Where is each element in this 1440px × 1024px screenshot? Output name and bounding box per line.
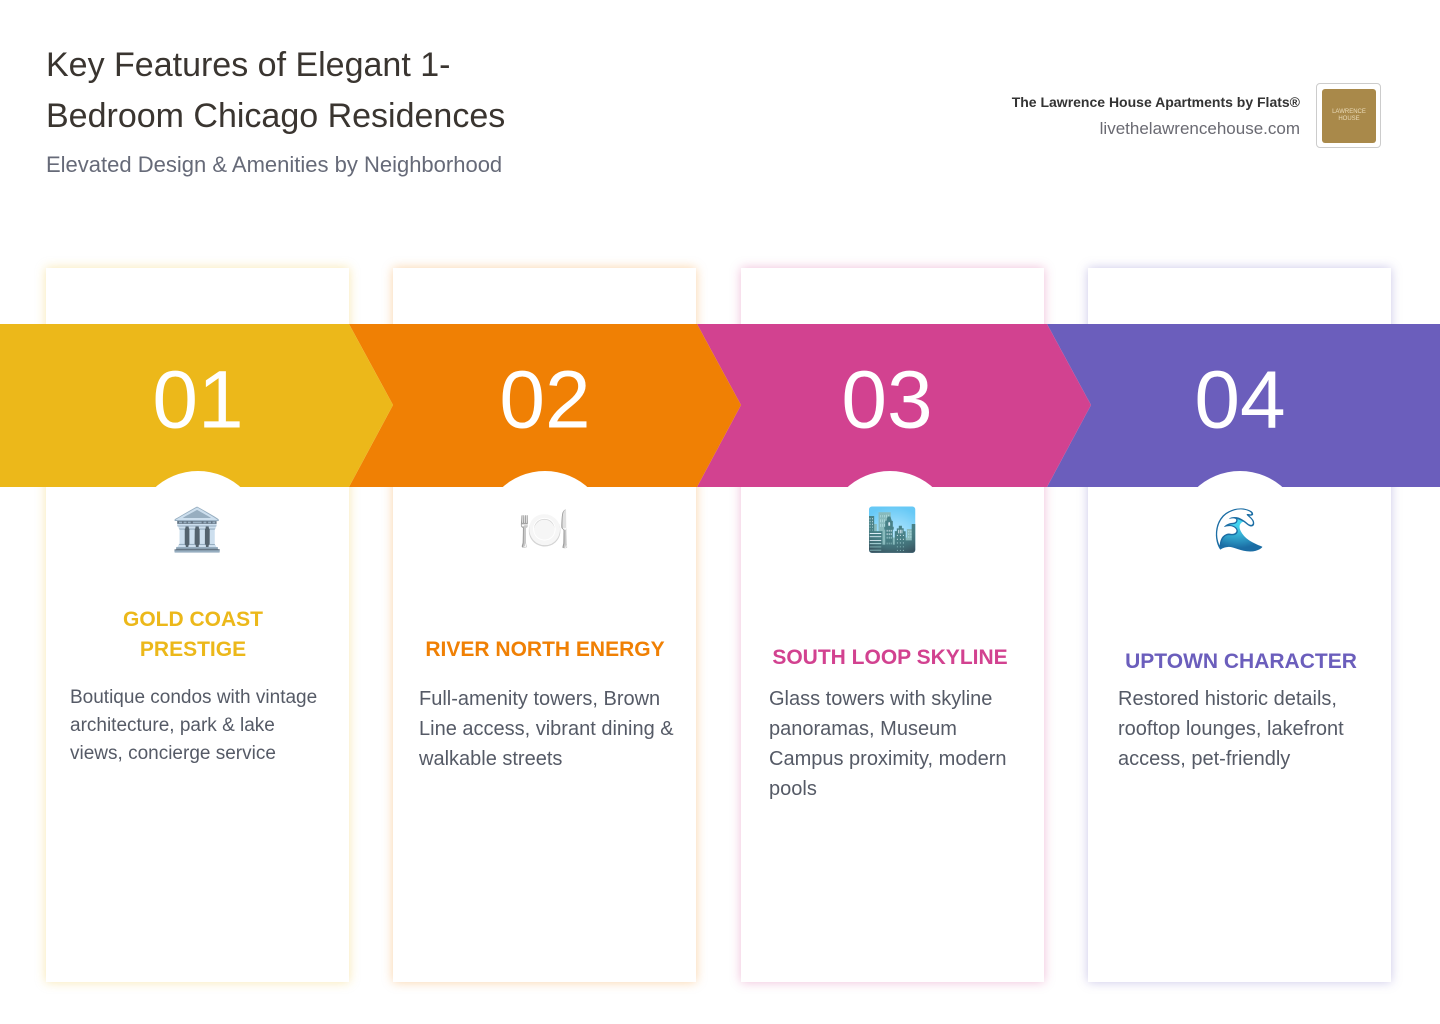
band-segment bbox=[1047, 324, 1440, 487]
step-title: GOLD COAST PRESTIGE bbox=[123, 608, 263, 661]
step-text: Glass towers with skyline panoramas, Mus… bbox=[769, 688, 1007, 800]
step-text: Boutique condos with vintage architectur… bbox=[70, 687, 318, 764]
step-text: Full-amenity towers, Brown Line access, … bbox=[419, 688, 674, 770]
step-title: SOUTH LOOP SKYLINE bbox=[772, 646, 1008, 669]
step-number: 04 bbox=[1194, 355, 1285, 446]
logo-text: LAWRENCE HOUSE bbox=[1322, 89, 1376, 143]
step-icon: 🏛️ bbox=[171, 505, 224, 554]
icon-circle bbox=[134, 471, 262, 599]
band-segment bbox=[349, 324, 741, 487]
step-icon: 🌊 bbox=[1213, 505, 1266, 554]
step-text: Restored historic details, rooftop loung… bbox=[1118, 688, 1344, 770]
brand-name: The Lawrence House Apartments by Flats® bbox=[1011, 94, 1300, 110]
step-title: UPTOWN CHARACTER bbox=[1125, 650, 1357, 673]
step-icon: 🍽️ bbox=[518, 505, 571, 554]
page-subtitle: Elevated Design & Amenities by Neighborh… bbox=[46, 152, 503, 177]
page-title: Key Features of Elegant 1-Bedroom Chicag… bbox=[46, 46, 506, 135]
brand-logo: LAWRENCE HOUSE bbox=[1316, 83, 1381, 148]
step-number: 02 bbox=[499, 355, 590, 446]
icon-circle bbox=[1176, 471, 1304, 599]
band-segment bbox=[0, 324, 393, 487]
step-title: RIVER NORTH ENERGY bbox=[425, 638, 665, 661]
step-number: 01 bbox=[152, 355, 243, 446]
band-segment bbox=[697, 324, 1091, 487]
icon-circle bbox=[826, 471, 954, 599]
step-icon: 🏙️ bbox=[866, 505, 919, 554]
step-number: 03 bbox=[841, 355, 932, 446]
icon-circle bbox=[481, 471, 609, 599]
brand-url[interactable]: livethelawrencehouse.com bbox=[1099, 119, 1300, 138]
